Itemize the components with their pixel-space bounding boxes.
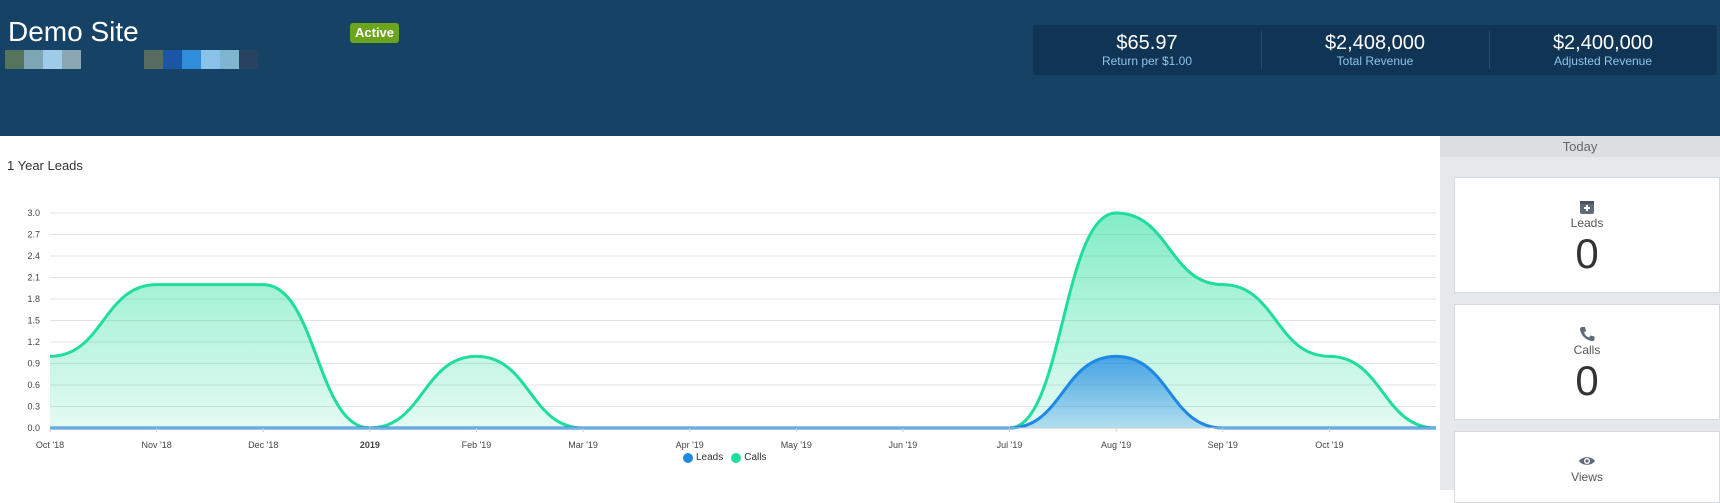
swatch-group-right: [144, 50, 258, 69]
y-tick-label: 1.2: [27, 337, 40, 347]
stat-total-revenue: $2,408,000 Total Revenue: [1261, 25, 1489, 75]
stat-label: Return per $1.00: [1101, 54, 1193, 68]
phone-icon: [1580, 327, 1595, 341]
stat-adjusted-revenue: $2,400,000 Adjusted Revenue: [1489, 25, 1717, 75]
color-swatch: [24, 50, 43, 69]
stat-label: Adjusted Revenue: [1553, 54, 1653, 68]
leads-dot-icon: [683, 452, 693, 463]
y-tick-label: 0.0: [27, 423, 40, 433]
y-tick-label: 0.9: [27, 359, 40, 369]
y-tick-label: 3.0: [27, 208, 40, 218]
site-header: Demo Site Active $65.97 Return per $1.00…: [0, 0, 1720, 136]
color-swatch: [239, 50, 258, 69]
x-tick-label: Dec '18: [248, 440, 278, 450]
calls-dot-icon: [731, 452, 742, 463]
stat-value: $2,400,000: [1552, 32, 1654, 54]
color-swatch: [163, 50, 182, 69]
y-tick-label: 0.3: [27, 402, 40, 412]
swatch-group-left: [5, 50, 81, 69]
calls-card[interactable]: Calls 0: [1454, 304, 1720, 420]
y-tick-label: 2.4: [27, 251, 40, 261]
y-tick-label: 1.5: [27, 316, 40, 326]
inbox-icon: [1580, 201, 1594, 214]
status-badge: Active: [350, 23, 400, 43]
x-tick-label: Mar '19: [568, 440, 598, 450]
y-tick-label: 2.7: [27, 230, 40, 240]
chart-legend: Leads Calls: [683, 452, 774, 463]
site-title: Demo Site: [8, 16, 139, 47]
stat-value: $65.97: [1116, 32, 1178, 54]
x-tick-label: Nov '18: [141, 440, 171, 450]
leads-chart: 0.0 0.3 0.6 0.9 1.2 1.5 1.8 2.1 2.4 2.7 3.0 Oct '18…: [27, 208, 1437, 450]
x-tick-label: Apr '19: [676, 440, 704, 450]
card-label: Leads: [1570, 216, 1604, 230]
x-tick-label: Jul '19: [997, 440, 1023, 450]
legend-label: Calls: [744, 452, 767, 463]
today-panel: Today Leads 0 Calls 0 Views: [1440, 136, 1720, 503]
eye-icon: [1579, 457, 1595, 465]
leads-card[interactable]: Leads 0: [1454, 177, 1720, 293]
revenue-stats: $65.97 Return per $1.00 $2,408,000 Total…: [1033, 25, 1717, 75]
color-swatch: [182, 50, 201, 69]
x-tick-label: Sep '19: [1208, 440, 1238, 450]
legend-item-calls[interactable]: Calls: [731, 452, 766, 463]
x-tick-label: May '19: [781, 440, 812, 450]
legend-label: Leads: [696, 452, 724, 463]
x-tick-label: Oct '19: [1315, 440, 1343, 450]
card-value: 0: [1575, 230, 1599, 277]
color-swatch: [5, 50, 24, 69]
x-tick-label: Feb '19: [462, 440, 492, 450]
color-swatch: [144, 50, 163, 69]
card-label: Calls: [1573, 343, 1601, 357]
card-label: Views: [1571, 470, 1603, 484]
series-area-leads: [50, 356, 1436, 428]
x-tick-label: Jun '19: [889, 440, 918, 450]
color-swatch: [43, 50, 62, 69]
y-tick-label: 2.1: [27, 273, 40, 283]
stat-return: $65.97 Return per $1.00: [1033, 25, 1261, 75]
card-value: 0: [1575, 357, 1599, 404]
color-swatch: [220, 50, 239, 69]
stat-label: Total Revenue: [1336, 54, 1414, 68]
y-tick-label: 1.8: [27, 294, 40, 304]
views-card[interactable]: Views: [1454, 431, 1720, 503]
legend-item-leads[interactable]: Leads: [683, 452, 723, 463]
color-swatch: [62, 50, 81, 69]
color-swatch: [201, 50, 220, 69]
stat-value: $2,408,000: [1324, 32, 1426, 54]
x-tick-label: Aug '19: [1101, 440, 1131, 450]
y-tick-label: 0.6: [27, 380, 40, 390]
today-header: Today: [1440, 136, 1720, 157]
chart-title: 1 Year Leads: [7, 158, 83, 173]
x-tick-label: Oct '18: [36, 440, 64, 450]
x-tick-label: 2019: [360, 440, 380, 450]
